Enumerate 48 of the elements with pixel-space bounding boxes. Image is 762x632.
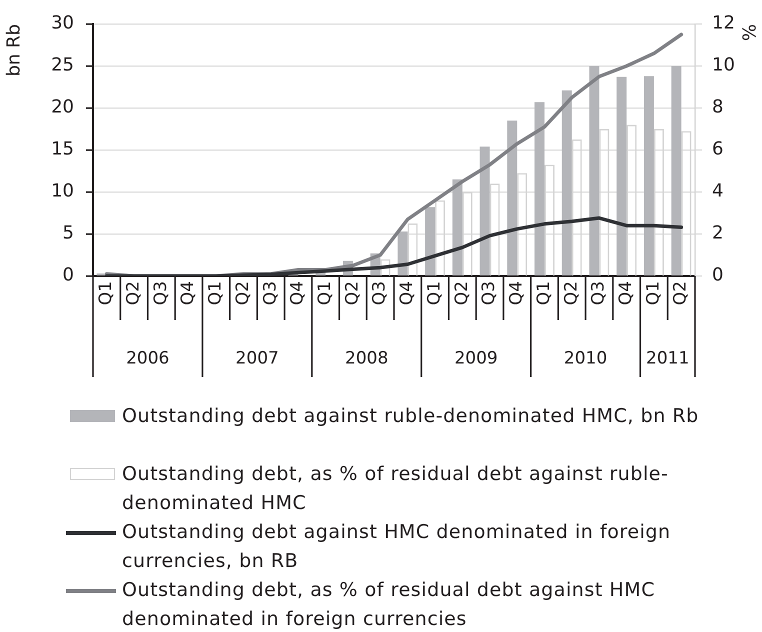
y2-tick-label: 10 (712, 54, 735, 76)
text: 2008 (345, 348, 388, 368)
y2-tick-label: 6 (712, 138, 724, 160)
y-tick-label: 20 (51, 96, 74, 118)
y-tick-label: 30 (51, 12, 74, 34)
y2-tick-label: 2 (712, 222, 724, 244)
x-tick-label: Q1 (534, 281, 554, 306)
x-tick-label: Q1 (424, 281, 444, 306)
y-tick-label: 0 (62, 264, 74, 286)
y2-tick-label: 8 (712, 96, 724, 118)
y-tick-label: 15 (51, 138, 74, 160)
x-tick-label: Q3 (479, 281, 500, 306)
text: 2011 (646, 348, 690, 368)
x-tick-label: Q1 (96, 281, 116, 306)
x-tick-label: Q2 (452, 281, 472, 306)
text: 2010 (564, 348, 608, 368)
text: 2006 (126, 348, 170, 368)
x-tick-label: Q3 (150, 281, 171, 306)
x-tick-label: Q1 (315, 281, 336, 306)
x-tick-label: Q4 (616, 281, 636, 306)
x-tick-label: Q2 (342, 281, 362, 306)
x-tick-label: Q2 (232, 281, 253, 306)
legend-label: Outstanding debt against ruble-denominated HMC, bn Rb (122, 404, 699, 429)
x-tick-label: Q3 (260, 281, 280, 306)
legend-label: Outstanding debt, as % of residual debt against ruble-denominated HMC (122, 462, 670, 516)
y-axis-title: bn Rb (3, 24, 24, 76)
y2-tick-label: 4 (712, 180, 724, 202)
x-tick-label: Q2 (123, 281, 144, 306)
x-tick-label: Q1 (643, 281, 664, 306)
x-tick-label: Q4 (178, 281, 198, 306)
x-tick-label: Q4 (288, 281, 308, 306)
text: 2009 (454, 348, 498, 368)
y2-axis-title: % (738, 24, 759, 42)
x-tick-label: Q4 (397, 281, 418, 306)
legend-label: Outstanding debt, as % of residual debt against HMC denominated in foreign currencies (122, 578, 656, 632)
y-tick-label: 10 (51, 180, 74, 202)
y2-tick-label: 12 (712, 12, 735, 34)
x-tick-label: Q4 (506, 281, 527, 306)
y-tick-label: 25 (51, 54, 74, 76)
x-tick-label: Q3 (370, 281, 390, 306)
x-tick-label: Q1 (206, 281, 226, 306)
x-tick-label: Q2 (670, 281, 691, 306)
legend-label: Outstanding debt against HMC denominated in foreign currencies, bn RB (122, 520, 672, 574)
y-tick-label: 5 (62, 222, 74, 244)
x-tick-label: Q3 (588, 281, 609, 306)
text: 2007 (236, 348, 279, 368)
y2-tick-label: 0 (712, 264, 724, 286)
x-tick-label: Q2 (561, 281, 582, 306)
